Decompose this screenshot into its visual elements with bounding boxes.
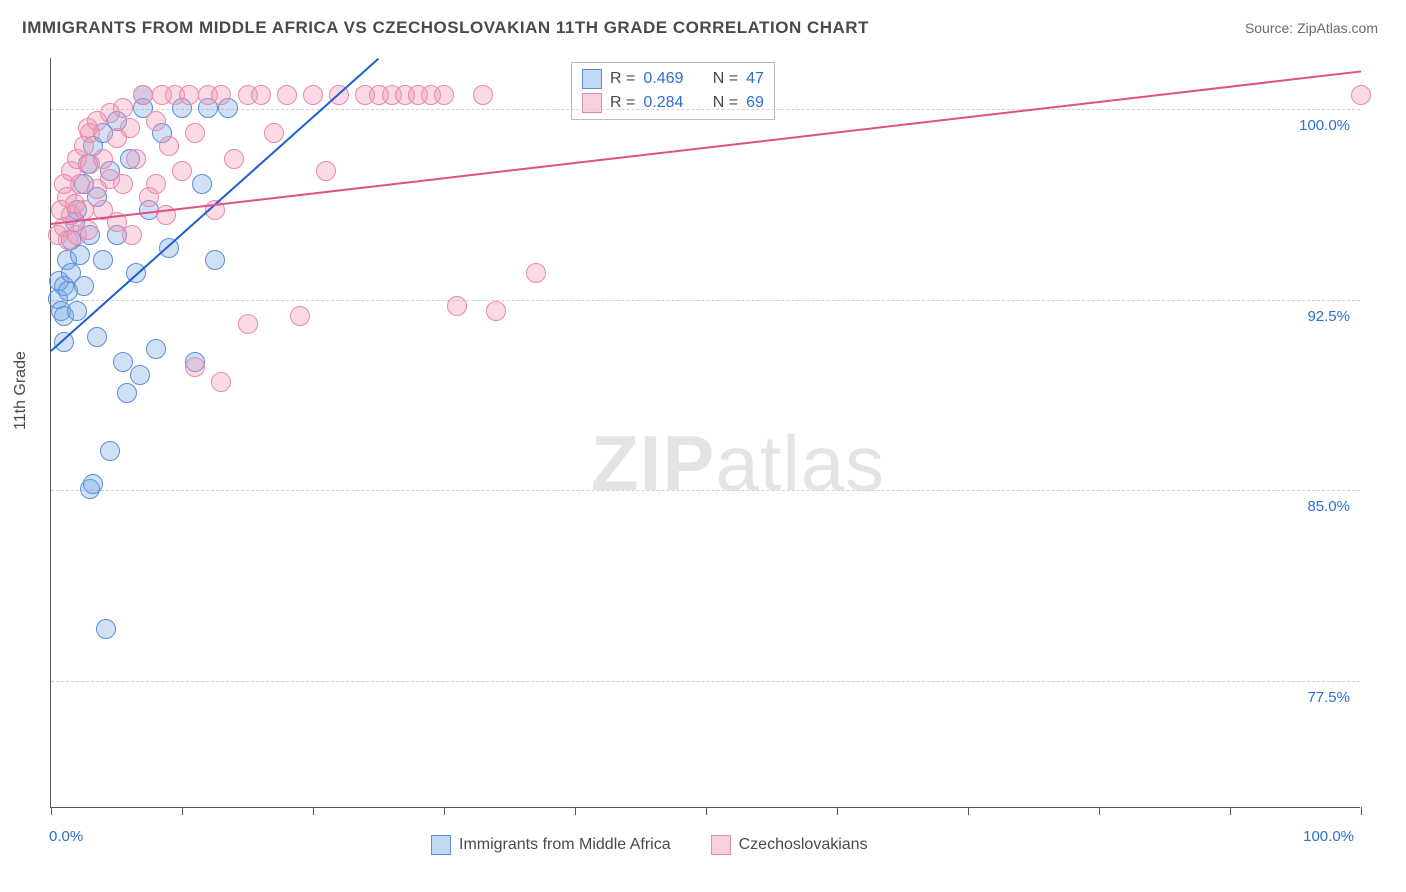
scatter-point xyxy=(117,383,137,403)
plot-area: ZIPatlas R =0.469 N =47R =0.284 N =69 Im… xyxy=(50,58,1360,808)
scatter-point xyxy=(100,441,120,461)
scatter-point xyxy=(113,352,133,372)
y-tick-label: 85.0% xyxy=(1307,498,1350,515)
legend-row: R =0.284 N =69 xyxy=(582,91,764,115)
x-tick xyxy=(1361,807,1362,815)
chart-title: IMMIGRANTS FROM MIDDLE AFRICA VS CZECHOS… xyxy=(22,18,869,38)
x-tick xyxy=(444,807,445,815)
legend-swatch xyxy=(431,835,451,855)
scatter-point xyxy=(277,85,297,105)
scatter-point xyxy=(93,149,113,169)
series-legend: Immigrants from Middle Africa Czechoslova… xyxy=(431,835,868,855)
n-value: 47 xyxy=(746,70,764,88)
gridline xyxy=(51,490,1360,491)
scatter-point xyxy=(526,263,546,283)
x-tick xyxy=(51,807,52,815)
scatter-point xyxy=(146,111,166,131)
y-tick-label: 92.5% xyxy=(1307,308,1350,325)
x-tick xyxy=(837,807,838,815)
legend-label: Czechoslovakians xyxy=(739,836,868,854)
x-tick xyxy=(1099,807,1100,815)
legend-swatch xyxy=(711,835,731,855)
scatter-point xyxy=(146,174,166,194)
scatter-point xyxy=(179,85,199,105)
gridline xyxy=(51,109,1360,110)
scatter-point xyxy=(78,118,98,138)
x-tick xyxy=(575,807,576,815)
x-tick xyxy=(182,807,183,815)
scatter-point xyxy=(120,118,140,138)
scatter-point xyxy=(172,161,192,181)
r-value: 0.469 xyxy=(643,70,683,88)
gridline xyxy=(51,681,1360,682)
scatter-point xyxy=(205,250,225,270)
scatter-point xyxy=(54,332,74,352)
y-tick-label: 100.0% xyxy=(1299,117,1350,134)
scatter-point xyxy=(290,306,310,326)
scatter-point xyxy=(83,474,103,494)
legend-item: Czechoslovakians xyxy=(711,835,868,855)
legend-swatch xyxy=(582,69,602,89)
legend-item: Immigrants from Middle Africa xyxy=(431,835,671,855)
scatter-point xyxy=(316,161,336,181)
x-tick xyxy=(706,807,707,815)
scatter-point xyxy=(146,339,166,359)
legend-label: Immigrants from Middle Africa xyxy=(459,836,671,854)
source-label: Source: ZipAtlas.com xyxy=(1245,20,1378,36)
scatter-point xyxy=(130,365,150,385)
scatter-point xyxy=(113,174,133,194)
gridline xyxy=(51,300,1360,301)
scatter-point xyxy=(122,225,142,245)
legend-swatch xyxy=(582,93,602,113)
scatter-point xyxy=(486,301,506,321)
scatter-point xyxy=(133,85,153,105)
scatter-point xyxy=(87,327,107,347)
x-tick xyxy=(968,807,969,815)
scatter-point xyxy=(211,85,231,105)
correlation-legend: R =0.469 N =47R =0.284 N =69 xyxy=(571,62,775,120)
scatter-point xyxy=(159,136,179,156)
scatter-point xyxy=(303,85,323,105)
x-tick xyxy=(313,807,314,815)
scatter-point xyxy=(74,200,94,220)
x-tick-label: 0.0% xyxy=(49,828,83,845)
scatter-point xyxy=(126,149,146,169)
y-tick-label: 77.5% xyxy=(1307,689,1350,706)
scatter-point xyxy=(251,85,271,105)
scatter-point xyxy=(96,619,116,639)
scatter-point xyxy=(113,98,133,118)
y-axis-title: 11th Grade xyxy=(12,351,30,430)
scatter-point xyxy=(473,85,493,105)
scatter-point xyxy=(434,85,454,105)
scatter-point xyxy=(264,123,284,143)
scatter-point xyxy=(78,220,98,240)
scatter-point xyxy=(447,296,467,316)
scatter-point xyxy=(93,250,113,270)
x-tick-label: 100.0% xyxy=(1303,828,1354,845)
scatter-point xyxy=(185,357,205,377)
scatter-point xyxy=(185,123,205,143)
scatter-point xyxy=(211,372,231,392)
x-tick xyxy=(1230,807,1231,815)
legend-row: R =0.469 N =47 xyxy=(582,67,764,91)
scatter-point xyxy=(192,174,212,194)
scatter-point xyxy=(1351,85,1371,105)
watermark: ZIPatlas xyxy=(591,418,885,509)
scatter-point xyxy=(238,314,258,334)
scatter-point xyxy=(74,276,94,296)
scatter-point xyxy=(224,149,244,169)
